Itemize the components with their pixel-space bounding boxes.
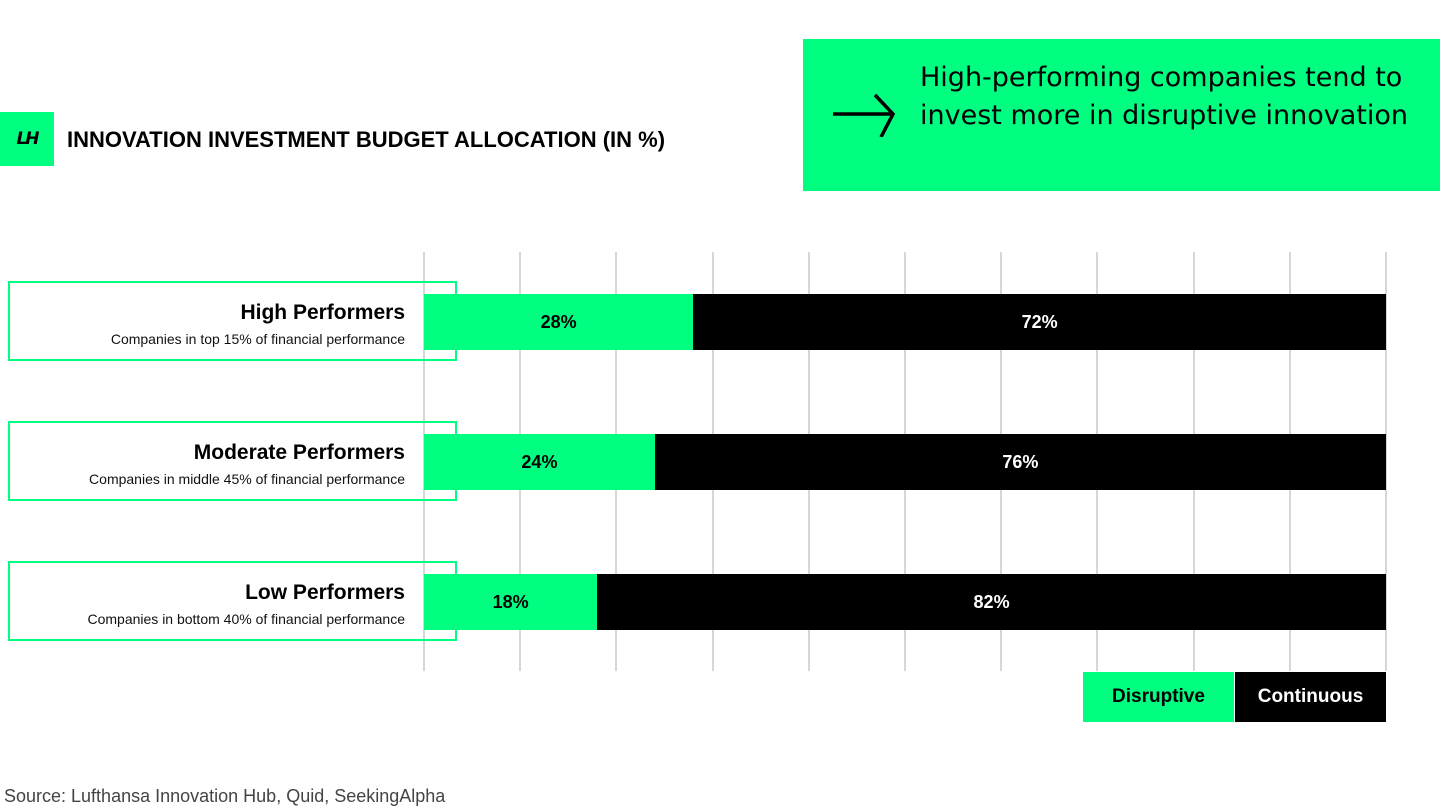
chart-title: INNOVATION INVESTMENT BUDGET ALLOCATION …: [67, 127, 666, 152]
legend-continuous-label: Continuous: [1257, 686, 1364, 707]
brand-logo-text: LH: [16, 129, 39, 149]
bar-continuous-high-performers: 72%: [693, 294, 1386, 350]
data-label: 82%: [973, 591, 1010, 612]
category-description: Companies in bottom 40% of financial per…: [87, 611, 405, 627]
data-label: 76%: [1002, 451, 1039, 472]
source-note: Source: Lufthansa Innovation Hub, Quid, …: [4, 786, 446, 806]
category-name: High Performers: [240, 301, 405, 324]
data-label: 18%: [492, 591, 529, 612]
data-label: 24%: [521, 451, 558, 472]
legend-disruptive-label: Disruptive: [1112, 686, 1205, 707]
arrow-right-icon: [833, 93, 896, 137]
bar-continuous-moderate-performers: 76%: [654, 434, 1386, 490]
category-moderate-performers: Moderate Performers Companies in middle 4…: [8, 421, 457, 501]
category-name: Moderate Performers: [193, 441, 405, 464]
legend-continuous: Continuous: [1235, 672, 1386, 722]
category-low-performers: Low Performers Companies in bottom 40% of…: [8, 561, 457, 641]
data-label: 72%: [1021, 311, 1058, 332]
data-label: 28%: [540, 311, 577, 332]
category-name: Low Performers: [245, 581, 405, 604]
bar-disruptive-high-performers: 28%: [424, 294, 694, 350]
insight-callout: High-performing companies tend to invest…: [803, 39, 1440, 191]
bar-disruptive-moderate-performers: 24%: [424, 434, 655, 490]
brand-logo: LH: [0, 112, 54, 166]
bar-disruptive-low-performers: 18%: [424, 574, 598, 630]
category-high-performers: High Performers Companies in top 15% of f…: [8, 281, 457, 361]
callout-text: High-performing companies tend to invest…: [920, 62, 1408, 131]
category-description: Companies in middle 45% of financial per…: [89, 471, 405, 487]
bar-continuous-low-performers: 82%: [597, 574, 1386, 630]
category-description: Companies in top 15% of financial perfor…: [110, 331, 405, 347]
legend-disruptive: Disruptive: [1083, 672, 1234, 722]
